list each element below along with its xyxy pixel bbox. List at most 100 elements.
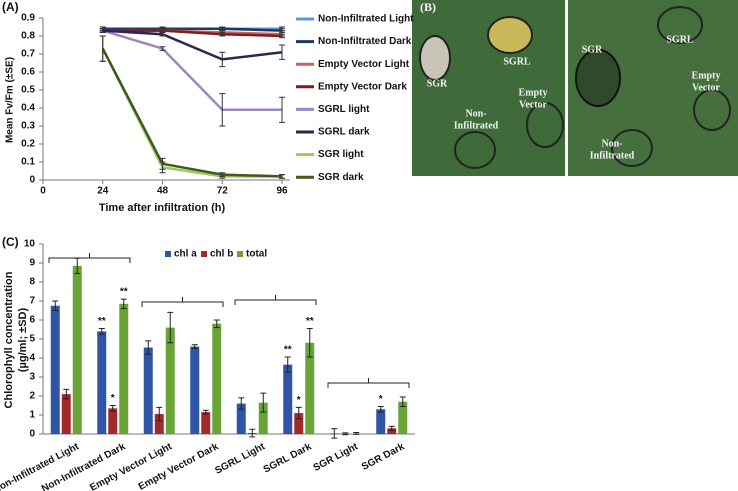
panel-label: (A) [2,0,19,14]
y-tick-label: 2 [29,391,35,402]
bar [154,414,164,434]
photo-label: Empty [692,70,721,81]
y-tick-label: 7 [29,296,35,307]
error-bar [219,31,226,37]
y-tick-label: 4 [29,353,35,364]
error-bar [260,392,267,413]
bar [50,305,60,434]
panel-label: (C) [2,235,19,249]
legend-swatch [165,251,171,257]
bar [165,327,175,434]
error-bar [202,409,209,415]
group-bracket [327,378,410,388]
significance-label: * [111,393,115,404]
error-bar [52,300,59,311]
y-tick-label: 0.3 [21,121,35,132]
bar [108,408,118,434]
error-bar [63,388,70,400]
spot [454,131,496,169]
legend-label: total [246,249,267,260]
x-tick-label: 48 [157,186,169,197]
bar [61,394,71,434]
significance-label: * [379,394,383,405]
bar [283,364,293,434]
significance-label: * [297,395,301,406]
x-tick-label: Empty Vector Dark [137,441,221,491]
series-line [102,27,283,32]
group-bracket [141,297,224,307]
spot [526,102,564,148]
legend-label: chl a [174,249,197,260]
y-tick-label: 0.8 [21,31,35,42]
panel-label: (B) [420,0,436,14]
photo-label: Infiltrated [590,150,635,161]
significance-label: ** [306,316,314,327]
legend-label: Empty Vector Light [318,59,410,70]
legend-label: Non-Infiltrated Light [318,14,414,25]
error-bar [279,33,285,39]
series-line [101,48,283,178]
error-bar [98,328,105,335]
error-bar [238,397,245,410]
significance-label: ** [98,316,106,327]
photo-label: SGR [582,44,603,55]
error-bar [388,425,395,431]
error-bar [120,298,127,310]
bar [212,323,222,434]
y-tick-label: 5 [29,334,35,345]
y-axis-label: Chlorophyll concentration [3,271,15,408]
error-bar [342,432,349,436]
error-bar [159,46,166,51]
x-tick-label: SGRL Dark [262,441,314,476]
x-tick-label: 24 [97,186,109,197]
y-tick-label: 0.7 [21,49,35,60]
y-tick-label: 3 [29,372,35,383]
series-line [101,48,282,178]
error-bar [99,35,106,62]
y-tick-label: 0 [29,429,35,440]
spot [487,16,533,54]
legend-label: SGR light [318,149,364,160]
x-tick-label: 72 [217,186,229,197]
error-bar [331,428,338,439]
series-line [102,29,283,38]
error-bar [377,405,384,413]
photo-label: SGRL [666,34,694,45]
y-tick-label: 10 [24,239,36,250]
legend-label: SGRL dark [318,127,370,138]
error-bar [219,93,226,127]
bar [97,331,107,434]
error-bar [109,405,116,412]
legend-label: chl b [210,249,233,260]
photo-label: SGRL [503,56,531,67]
x-tick-label: SGR Light [312,441,361,474]
bar [190,346,200,434]
error-bar [213,319,220,329]
legend-label: SGR dark [318,172,364,183]
error-bar [159,31,166,37]
bar [201,412,211,434]
legend-label: SGRL light [318,104,370,115]
bar [236,403,246,434]
y-tick-label: 1 [29,410,35,421]
spot [575,49,621,107]
group-bracket [234,295,317,305]
bar [119,303,129,434]
y-tick-label: 0.1 [21,157,35,168]
error-bar [353,431,360,435]
photo-label: Vector [519,99,548,110]
error-bar [295,406,302,420]
photo-panel: (B) SGRSGRLEmptyVectorNon-InfiltratedSGR… [412,0,738,176]
x-tick-label: SGRL Light [213,441,267,477]
bar [72,265,82,434]
x-tick-label: 0 [40,186,46,197]
bar [387,428,397,434]
x-tick-label: Non-Infiltrated Dark [40,441,128,491]
error-bar [167,311,174,344]
photo-label: Vector [692,82,721,93]
error-bar [99,28,106,33]
bar [376,409,386,434]
error-bar [279,44,285,60]
x-tick-label: Empty Vector Light [88,441,174,491]
spot [693,89,731,131]
